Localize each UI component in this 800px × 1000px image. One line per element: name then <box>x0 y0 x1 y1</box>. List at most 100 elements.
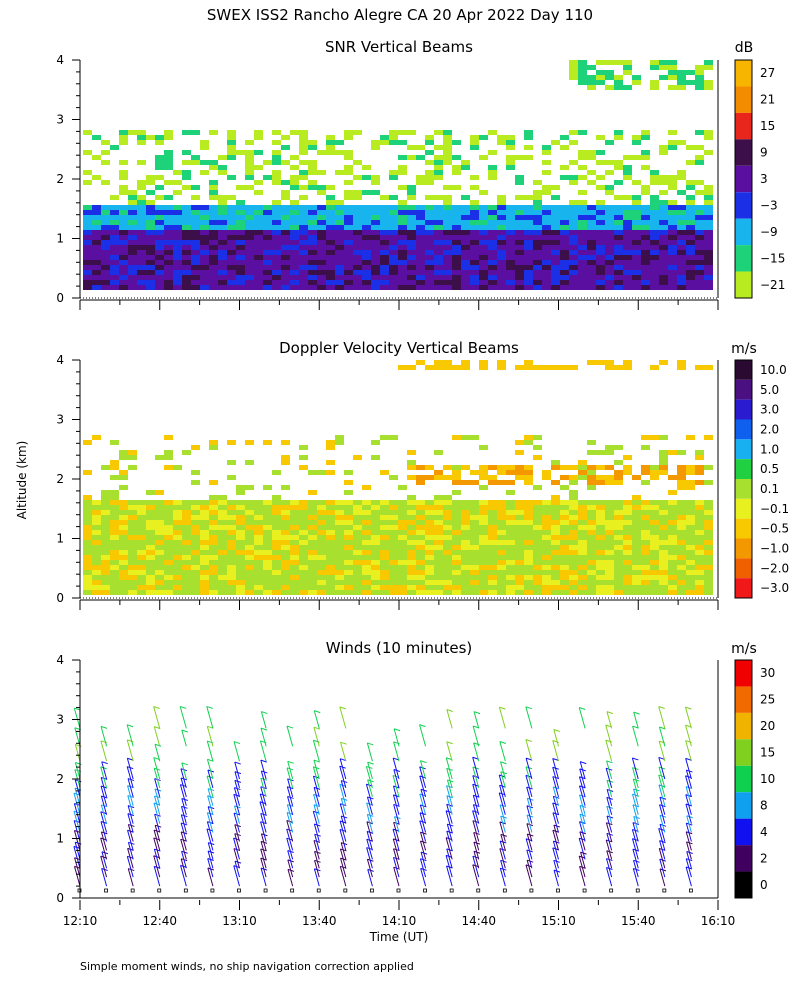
heatmap-cell <box>668 450 677 455</box>
wind-barb <box>100 795 108 815</box>
heatmap-cell <box>308 590 317 595</box>
heatmap-cell <box>200 215 209 220</box>
heatmap-cell <box>533 190 542 195</box>
heatmap-cell <box>632 225 641 230</box>
barb-calm-marker <box>183 888 188 893</box>
heatmap-cell <box>605 510 614 515</box>
heatmap-cell <box>587 205 596 210</box>
heatmap-cell <box>587 515 596 520</box>
heatmap-cell <box>182 285 191 290</box>
heatmap-cell <box>524 205 533 210</box>
heatmap-cell <box>641 585 650 590</box>
heatmap-cell <box>191 235 200 240</box>
heatmap-cell <box>524 270 533 275</box>
heatmap-cell <box>695 240 704 245</box>
heatmap-cell <box>272 525 281 530</box>
heatmap-cell <box>182 240 191 245</box>
heatmap-cell <box>443 540 452 545</box>
heatmap-cell <box>353 525 362 530</box>
heatmap-cell <box>560 225 569 230</box>
heatmap-cell <box>380 260 389 265</box>
heatmap-cell <box>533 255 542 260</box>
heatmap-cell <box>308 505 317 510</box>
heatmap-cell <box>569 215 578 220</box>
heatmap-cell <box>497 465 506 470</box>
heatmap-cell <box>200 530 209 535</box>
wind-barb <box>340 815 347 833</box>
heatmap-cell <box>443 270 452 275</box>
heatmap-cell <box>416 280 425 285</box>
heatmap-cell <box>461 265 470 270</box>
heatmap-cell <box>290 570 299 575</box>
heatmap-cell <box>506 550 515 555</box>
heatmap-cell <box>398 580 407 585</box>
heatmap-cell <box>245 230 254 235</box>
heatmap-cell <box>272 245 281 250</box>
heatmap-cell <box>353 520 362 525</box>
heatmap-cell <box>614 225 623 230</box>
wind-barb <box>234 861 240 878</box>
heatmap-cell <box>101 210 110 215</box>
heatmap-cell <box>542 505 551 510</box>
heatmap-cell <box>578 540 587 545</box>
heatmap-cell <box>227 580 236 585</box>
heatmap-cell <box>389 135 398 140</box>
wind-barb <box>392 838 400 860</box>
heatmap-cell <box>704 550 713 555</box>
heatmap-cell <box>335 560 344 565</box>
heatmap-cell <box>623 525 632 530</box>
heatmap-cell <box>137 500 146 505</box>
heatmap-cell <box>146 255 155 260</box>
heatmap-cell <box>470 520 479 525</box>
heatmap-cell <box>182 510 191 515</box>
heatmap-cell <box>380 280 389 285</box>
heatmap-cell <box>641 155 650 160</box>
heatmap-cell <box>407 535 416 540</box>
heatmap-cell <box>146 285 155 290</box>
heatmap-cell <box>416 575 425 580</box>
heatmap-cell <box>533 445 542 450</box>
heatmap-cell <box>542 560 551 565</box>
heatmap-cell <box>596 270 605 275</box>
heatmap-cell <box>380 470 389 475</box>
heatmap-cell <box>650 200 659 205</box>
heatmap-cell <box>623 455 632 460</box>
heatmap-cell <box>533 270 542 275</box>
heatmap-cell <box>380 510 389 515</box>
heatmap-cell <box>695 590 704 595</box>
heatmap-cell <box>434 470 443 475</box>
heatmap-cell <box>632 500 641 505</box>
heatmap-cell <box>371 565 380 570</box>
wind-barb <box>445 757 453 780</box>
heatmap-cell <box>254 165 263 170</box>
wind-barb <box>419 804 427 824</box>
wind-barb <box>206 821 214 842</box>
heatmap-cell <box>659 510 668 515</box>
heatmap-cell <box>290 575 299 580</box>
heatmap-cell <box>200 255 209 260</box>
heatmap-cell <box>668 555 677 560</box>
heatmap-cell <box>434 555 443 560</box>
plot-area <box>83 60 713 290</box>
heatmap-cell <box>623 515 632 520</box>
heatmap-cell <box>137 260 146 265</box>
heatmap-cell <box>551 195 560 200</box>
heatmap-cell <box>101 590 110 595</box>
heatmap-cell <box>524 560 533 565</box>
heatmap-cell <box>326 520 335 525</box>
heatmap-cell <box>650 85 659 90</box>
wind-barb <box>313 823 320 842</box>
heatmap-cell <box>335 540 344 545</box>
heatmap-cell <box>605 465 614 470</box>
heatmap-cell <box>695 145 704 150</box>
heatmap-cell <box>542 145 551 150</box>
heatmap-cell <box>623 565 632 570</box>
heatmap-cell <box>227 285 236 290</box>
heatmap-cell <box>200 265 209 270</box>
heatmap-cell <box>470 220 479 225</box>
heatmap-cell <box>227 545 236 550</box>
wind-barb <box>445 837 453 860</box>
heatmap-cell <box>506 275 515 280</box>
heatmap-cell <box>515 265 524 270</box>
heatmap-cell <box>632 265 641 270</box>
